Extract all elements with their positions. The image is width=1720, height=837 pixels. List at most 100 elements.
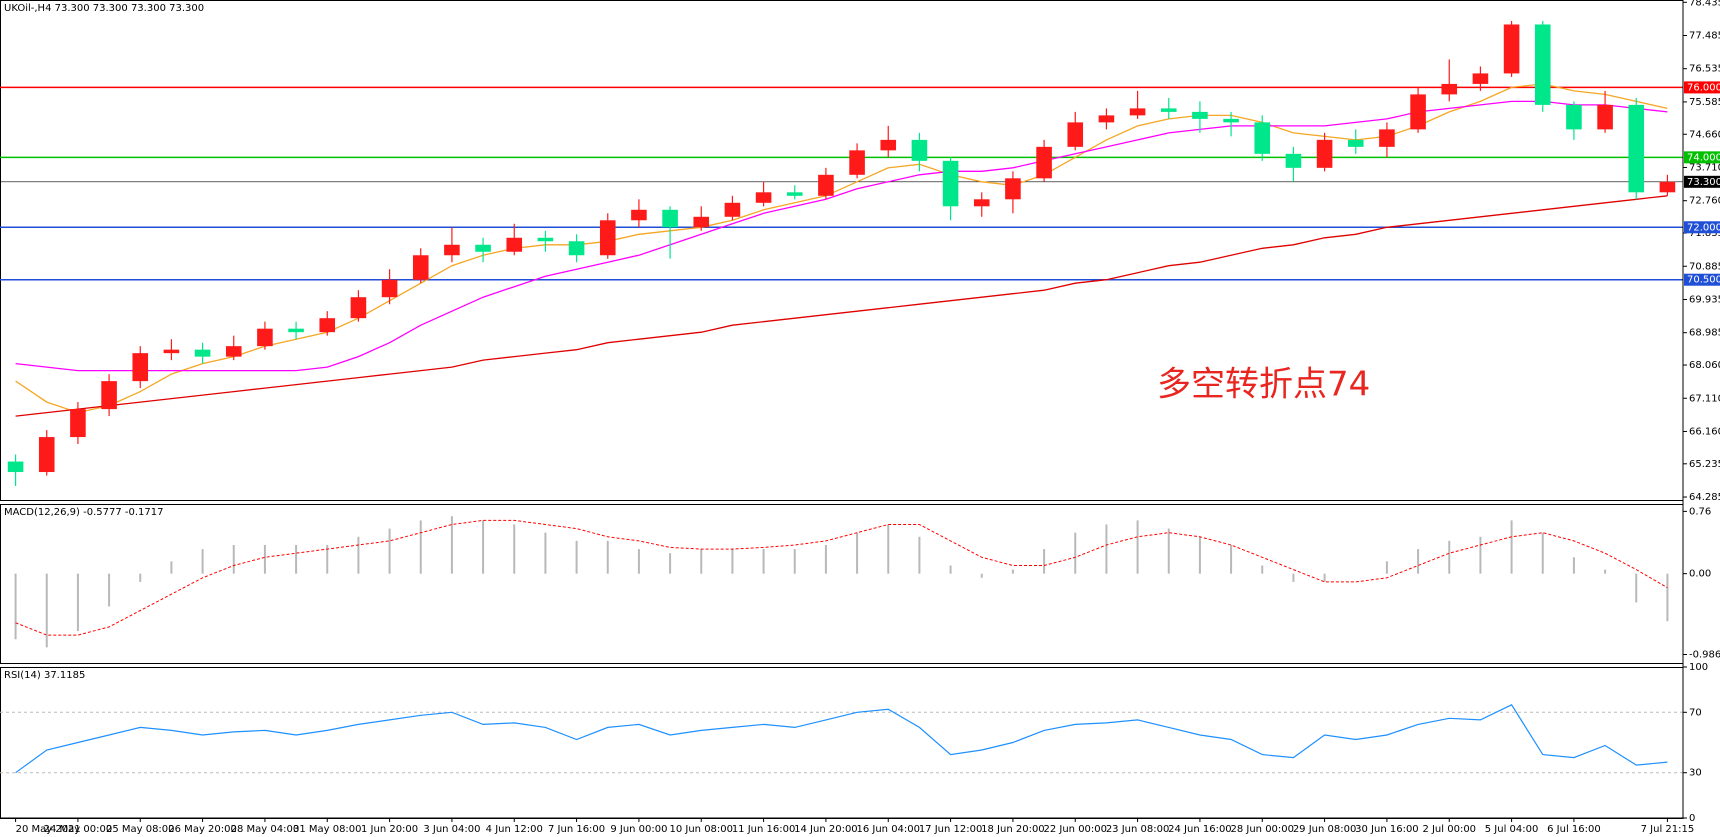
x-tick-label: 25 May 08:00 [106, 824, 175, 835]
candle-body [1628, 104, 1645, 193]
moving-average [15, 195, 1668, 417]
y-tick-label: 0 [1689, 813, 1695, 824]
x-tick-label: 24 May 00:00 [44, 824, 113, 835]
candle-body [1005, 178, 1021, 200]
y-tick-label: 73.710 [1689, 162, 1720, 173]
x-tick-label: 17 Jun 12:00 [919, 824, 983, 835]
y-tick-label: 70.885 [1689, 261, 1720, 272]
x-tick-label: 23 Jun 08:00 [1106, 824, 1170, 835]
x-tick-label: 4 Jun 12:00 [486, 824, 543, 835]
level-label: 70.500 [1687, 275, 1720, 286]
y-tick-label: 70 [1689, 707, 1702, 718]
y-tick-label: 75.585 [1689, 97, 1720, 108]
level-label: 76.000 [1687, 82, 1720, 93]
candle-body [1410, 94, 1426, 130]
level-label-box [1684, 151, 1720, 164]
candle-body [911, 139, 928, 161]
level-label: 73.300 [1687, 177, 1720, 188]
x-tick-label: 14 Jun 20:00 [794, 824, 858, 835]
candle-body [381, 279, 398, 298]
x-tick-label: 9 Jun 00:00 [610, 824, 667, 835]
candle-body [70, 409, 86, 438]
level-label-box [1684, 175, 1720, 188]
x-tick-label: 7 Jul 21:15 [1641, 824, 1695, 835]
candle-body [1067, 122, 1084, 147]
candle-body [38, 437, 55, 473]
y-tick-label: 64.285 [1689, 492, 1720, 503]
x-tick-label: 28 May 04:00 [231, 824, 300, 835]
level-label: 72.000 [1687, 222, 1720, 233]
candle-body [350, 297, 367, 319]
candle-body [942, 160, 959, 207]
y-tick-label: 30 [1689, 768, 1702, 779]
y-tick-label: 77.485 [1689, 30, 1720, 41]
panel-title: RSI(14) 37.1185 [4, 670, 85, 681]
candle-body [1472, 73, 1489, 84]
x-tick-label: 31 May 08:00 [293, 824, 362, 835]
candle-body [786, 192, 803, 196]
level-label-box [1684, 273, 1720, 286]
x-tick-label: 22 Jun 00:00 [1043, 824, 1107, 835]
candle-body [537, 237, 554, 242]
candle-body [101, 381, 117, 410]
candle-body [1129, 108, 1146, 116]
candle-body [1316, 139, 1333, 168]
candle-body [288, 328, 304, 333]
candle-body [693, 216, 710, 228]
candle-body [163, 349, 180, 354]
candle-body [1503, 24, 1520, 74]
y-tick-label: 72.760 [1689, 196, 1720, 207]
candle-body [1223, 118, 1239, 123]
x-tick-label: 3 Jun 04:00 [423, 824, 480, 835]
x-tick-label: 6 Jul 16:00 [1547, 824, 1601, 835]
candle-body [412, 255, 429, 280]
candle-body [475, 244, 491, 252]
candle-body [1659, 181, 1676, 193]
candle-body [1597, 104, 1613, 130]
x-tick-label: 20 May 2021 [16, 824, 81, 835]
x-tick-label: 29 Jun 08:00 [1293, 824, 1357, 835]
candle-body [849, 150, 865, 175]
y-tick-label: 0.76 [1689, 506, 1711, 517]
panel-title: UKOil-,H4 73.300 73.300 73.300 73.300 [4, 3, 204, 14]
level-label-box [1684, 221, 1720, 234]
candle-body [1441, 83, 1458, 95]
candle-body [880, 139, 897, 151]
candle-body [1534, 24, 1551, 105]
candle-body [1098, 115, 1115, 123]
candle-body [7, 461, 24, 473]
x-tick-label: 18 Jun 20:00 [981, 824, 1045, 835]
candle-body [1566, 104, 1582, 130]
candle-body [1160, 108, 1177, 112]
candle-body [973, 199, 990, 207]
candle-body [599, 220, 616, 256]
candle-body [132, 353, 149, 382]
y-tick-label: 65.235 [1689, 459, 1720, 470]
candle-body [1036, 146, 1052, 179]
candle-body [444, 244, 460, 256]
signal-line [15, 519, 1668, 636]
x-tick-label: 7 Jun 16:00 [548, 824, 605, 835]
y-tick-label: -0.9862 [1689, 649, 1720, 660]
candle-body [319, 318, 336, 333]
candle-body [1254, 122, 1271, 154]
y-tick-label: 71.835 [1689, 228, 1720, 239]
rsi-line [15, 704, 1668, 774]
level-label: 74.000 [1687, 152, 1720, 163]
x-tick-label: 16 Jun 04:00 [856, 824, 920, 835]
candle-body [724, 202, 741, 217]
candle-body [1192, 111, 1208, 119]
candle-body [662, 209, 678, 228]
candle-body [1379, 129, 1395, 147]
candle-body [506, 237, 523, 252]
y-tick-label: 100 [1689, 662, 1708, 673]
y-tick-label: 67.110 [1689, 393, 1720, 404]
x-tick-label: 10 Jun 08:00 [669, 824, 733, 835]
x-tick-label: 5 Jul 04:00 [1485, 824, 1539, 835]
candle-body [755, 192, 772, 203]
annotation: 多空转折点74 [1157, 365, 1370, 405]
candle-body [818, 174, 834, 196]
candle-body [568, 241, 585, 256]
